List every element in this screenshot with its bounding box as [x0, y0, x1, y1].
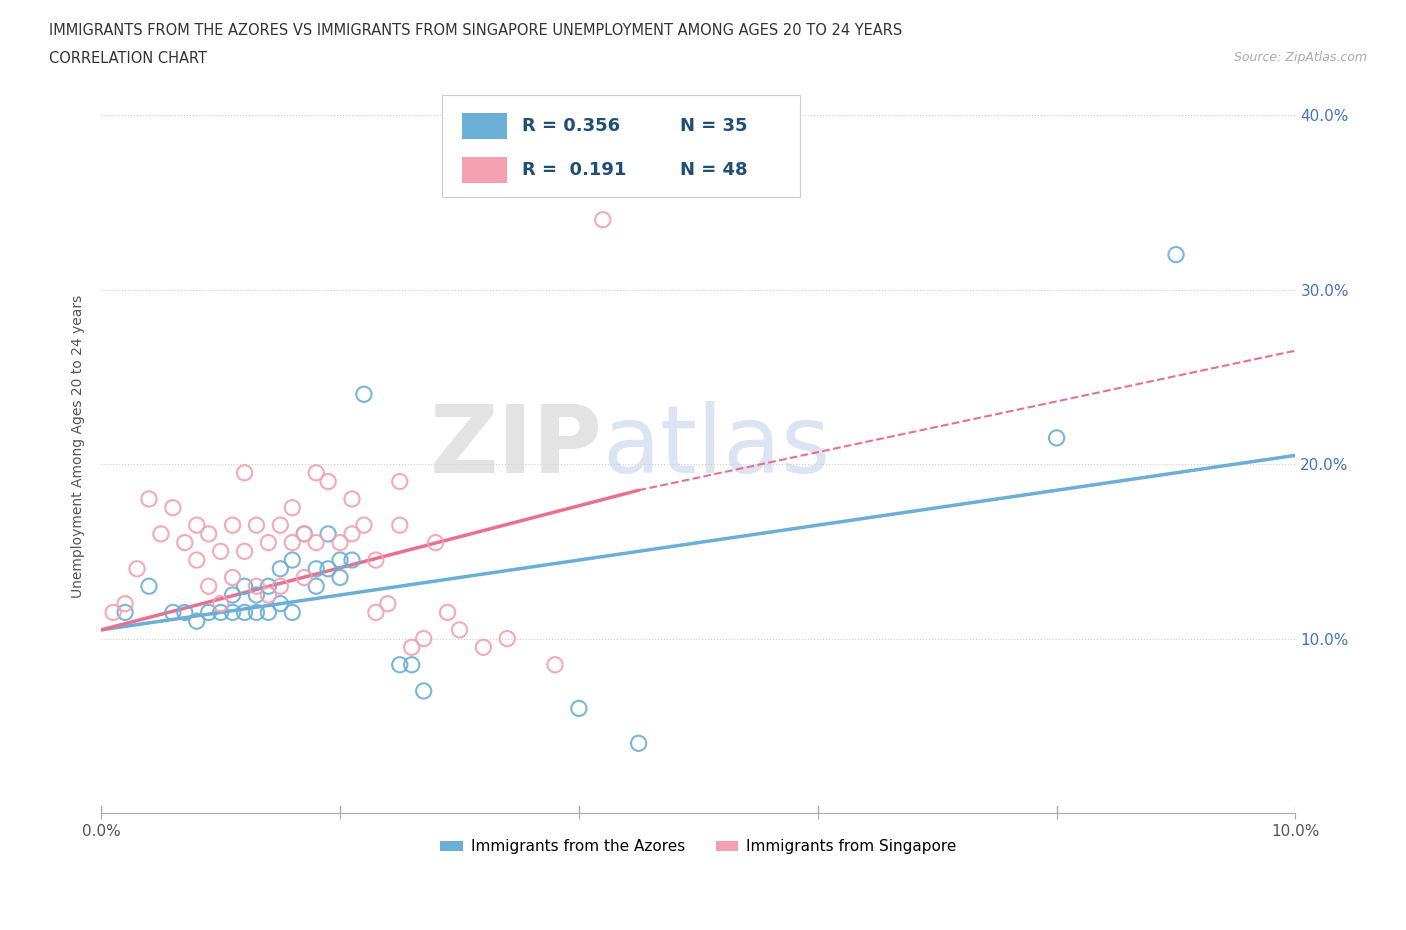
Point — [233, 578, 256, 593]
Text: R = 0.356: R = 0.356 — [522, 116, 620, 135]
Point — [186, 552, 208, 567]
Point — [221, 588, 243, 603]
Point — [197, 605, 219, 620]
Point — [138, 492, 160, 507]
Point — [245, 518, 267, 533]
Point — [449, 622, 471, 637]
Point — [305, 562, 328, 577]
Point — [340, 552, 363, 567]
Point — [388, 474, 411, 489]
Point — [329, 570, 352, 585]
Point — [221, 570, 243, 585]
Text: R =  0.191: R = 0.191 — [522, 161, 626, 179]
Point — [257, 535, 280, 550]
Point — [269, 518, 291, 533]
Point — [364, 605, 387, 620]
Point — [209, 605, 232, 620]
Point — [305, 578, 328, 593]
Point — [173, 605, 195, 620]
Point — [209, 596, 232, 611]
Point — [173, 535, 195, 550]
Point — [412, 684, 434, 698]
Point — [412, 631, 434, 646]
Point — [281, 500, 304, 515]
Text: atlas: atlas — [603, 401, 831, 493]
Point — [592, 212, 614, 227]
Point — [233, 605, 256, 620]
Text: IMMIGRANTS FROM THE AZORES VS IMMIGRANTS FROM SINGAPORE UNEMPLOYMENT AMONG AGES : IMMIGRANTS FROM THE AZORES VS IMMIGRANTS… — [49, 23, 903, 38]
Point — [472, 640, 495, 655]
Point — [316, 474, 339, 489]
Point — [377, 596, 399, 611]
Point — [245, 588, 267, 603]
Point — [149, 526, 172, 541]
Point — [245, 605, 267, 620]
Point — [114, 596, 136, 611]
Point — [388, 518, 411, 533]
Point — [388, 658, 411, 672]
Point — [544, 658, 567, 672]
Point — [281, 552, 304, 567]
Point — [257, 578, 280, 593]
Text: CORRELATION CHART: CORRELATION CHART — [49, 51, 207, 66]
Point — [340, 526, 363, 541]
Point — [568, 701, 591, 716]
Text: ZIP: ZIP — [430, 401, 603, 493]
Point — [209, 544, 232, 559]
Point — [197, 526, 219, 541]
Point — [257, 588, 280, 603]
FancyBboxPatch shape — [441, 95, 800, 197]
Point — [329, 535, 352, 550]
Point — [281, 605, 304, 620]
Point — [292, 526, 315, 541]
Point — [221, 518, 243, 533]
Point — [364, 552, 387, 567]
Point — [305, 535, 328, 550]
Point — [436, 605, 458, 620]
Point — [627, 736, 650, 751]
Point — [257, 605, 280, 620]
Point — [401, 640, 423, 655]
Point — [186, 518, 208, 533]
Point — [316, 562, 339, 577]
Point — [162, 500, 184, 515]
Point — [186, 614, 208, 629]
Point — [340, 492, 363, 507]
Point — [305, 465, 328, 480]
Text: N = 35: N = 35 — [681, 116, 748, 135]
Point — [269, 596, 291, 611]
Point — [114, 605, 136, 620]
Y-axis label: Unemployment Among Ages 20 to 24 years: Unemployment Among Ages 20 to 24 years — [72, 295, 86, 598]
Point — [269, 562, 291, 577]
Point — [281, 535, 304, 550]
Point — [138, 578, 160, 593]
Point — [162, 605, 184, 620]
Point — [245, 578, 267, 593]
Point — [401, 658, 423, 672]
Point — [292, 526, 315, 541]
Text: Source: ZipAtlas.com: Source: ZipAtlas.com — [1233, 51, 1367, 64]
Point — [292, 570, 315, 585]
FancyBboxPatch shape — [463, 157, 508, 182]
Point — [425, 535, 447, 550]
Point — [233, 465, 256, 480]
Point — [353, 518, 375, 533]
Point — [329, 552, 352, 567]
Point — [101, 605, 124, 620]
FancyBboxPatch shape — [463, 113, 508, 139]
Point — [353, 387, 375, 402]
Point — [316, 526, 339, 541]
Point — [269, 578, 291, 593]
Text: N = 48: N = 48 — [681, 161, 748, 179]
Point — [221, 605, 243, 620]
Point — [1046, 431, 1069, 445]
Point — [197, 578, 219, 593]
Point — [1164, 247, 1187, 262]
Point — [496, 631, 519, 646]
Point — [233, 544, 256, 559]
Point — [125, 562, 148, 577]
Legend: Immigrants from the Azores, Immigrants from Singapore: Immigrants from the Azores, Immigrants f… — [434, 833, 963, 860]
